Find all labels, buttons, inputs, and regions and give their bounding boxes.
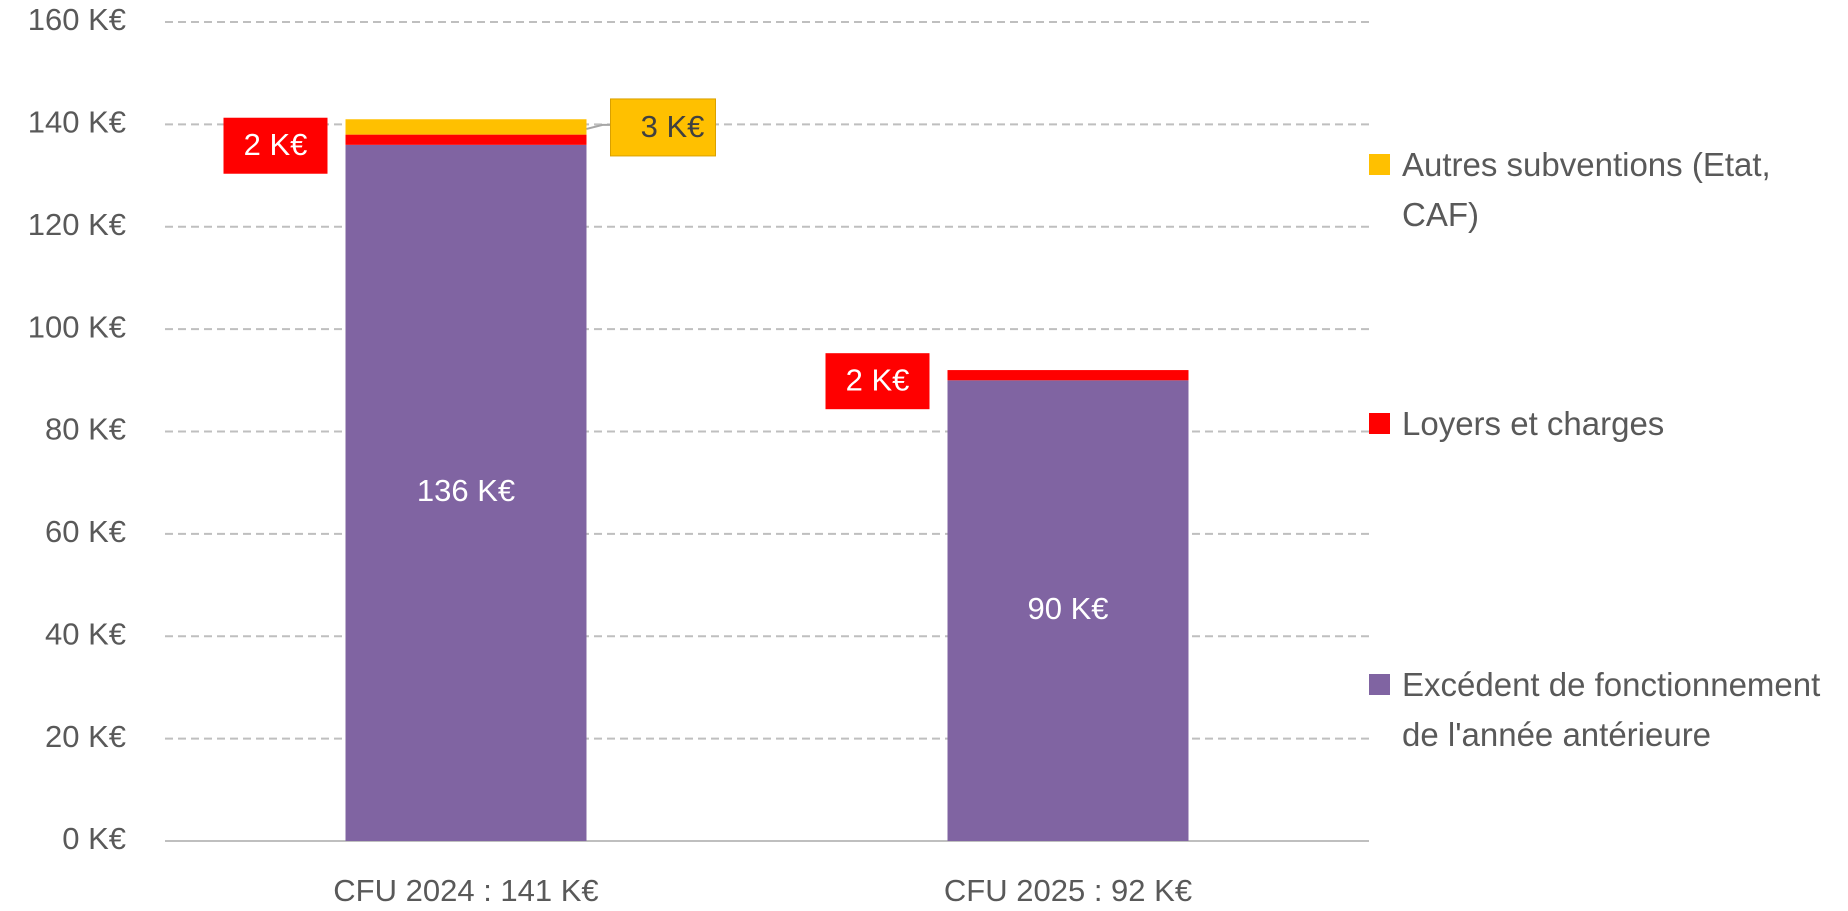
data-label: 136 K€	[417, 473, 515, 508]
y-tick-label: 40 K€	[45, 616, 126, 651]
y-tick-label: 20 K€	[45, 719, 126, 754]
data-label-box	[825, 353, 930, 410]
leader-line	[586, 123, 611, 130]
y-tick-label: 140 K€	[28, 105, 126, 140]
bar-segment	[947, 380, 1189, 841]
x-tick-label: CFU 2025 : 92 K€	[944, 873, 1192, 908]
data-label: 3 K€	[641, 109, 705, 144]
y-tick-label: 160 K€	[28, 2, 126, 37]
legend-swatch	[1369, 413, 1390, 434]
y-tick-label: 100 K€	[28, 309, 126, 344]
x-tick-label: CFU 2024 : 141 K€	[333, 873, 598, 908]
data-label: 2 K€	[846, 362, 910, 397]
legend-swatch	[1369, 154, 1390, 175]
legend-swatch	[1369, 674, 1390, 695]
legend-label: Loyers et charges	[1402, 405, 1665, 442]
data-label-box	[223, 117, 328, 174]
y-tick-label: 0 K€	[62, 821, 126, 856]
bar-segment	[345, 119, 587, 135]
legend-label: Excédent de fonctionnement de l'année an…	[1402, 666, 1821, 753]
bar-segment	[345, 144, 587, 842]
legend-label: Autres subventions (Etat, CAF)	[1402, 146, 1771, 233]
bar-segment	[345, 134, 587, 145]
y-tick-label: 80 K€	[45, 412, 126, 447]
y-tick-label: 120 K€	[28, 207, 126, 242]
bar-segment	[947, 370, 1189, 381]
y-tick-label: 60 K€	[45, 514, 126, 549]
data-label: 90 K€	[1027, 591, 1108, 626]
data-label: 2 K€	[244, 127, 308, 162]
data-label-box	[610, 98, 716, 157]
